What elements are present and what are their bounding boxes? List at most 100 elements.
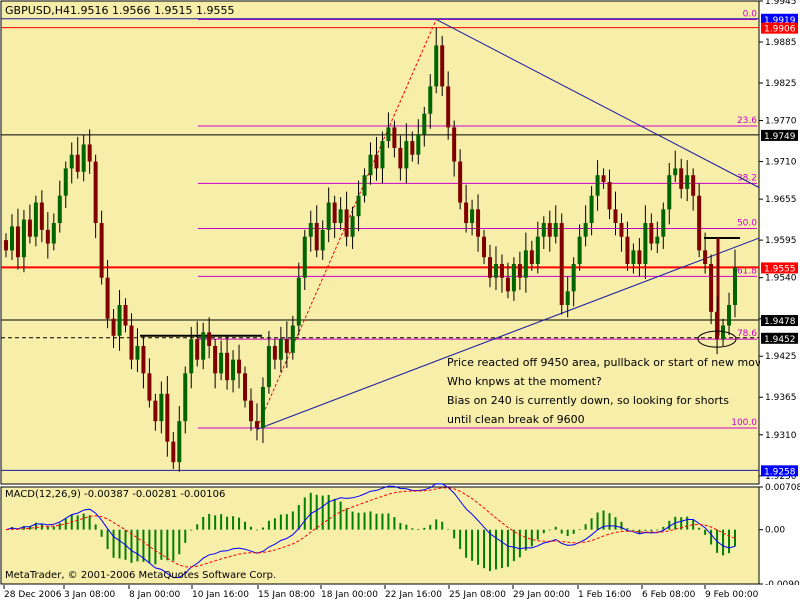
macd-panel-background [0,486,760,585]
candle-body [493,264,498,278]
price-tick-label: 1.9540 [765,274,797,284]
chart-title: GBPUSD,H4 [5,4,70,17]
candle-body [231,359,236,381]
candle-body [583,223,588,237]
candle-body [219,352,224,374]
candle-body [559,223,564,306]
candle-body [422,113,427,135]
time-tick-label: 1 Feb 16:00 [578,590,632,600]
annotation-text: Price reacted off 9450 area, pullback or… [447,356,768,426]
candle-body [81,144,86,172]
price-label-text: 1.9919 [764,16,796,26]
fib-level-label: 50.0 [737,218,757,228]
candle-body [577,236,582,265]
candle-body [523,250,528,278]
candle-body [272,346,277,360]
time-axis: 28 Dec 2006 3 Jan 08:00 8 Jan 00:00 10 Jan … [0,585,800,600]
candle-body [595,175,600,196]
ohlc-high: 1.9566 [112,4,151,17]
candle-body [39,202,44,230]
candle-body [368,154,373,176]
annotation-line: Price reacted off 9450 area, pullback or… [447,356,768,369]
price-label-box [761,262,798,274]
candle-body [9,226,14,251]
candle-body [308,223,313,237]
candle-body [673,168,678,176]
macd-series [5,483,736,579]
candle-body [482,236,487,258]
time-axis-background [0,585,800,600]
candle-body [380,141,385,169]
candle-body [709,264,714,312]
markers [697,330,737,348]
time-tick-label: 9 Feb 00:00 [705,590,759,600]
price-tick-label: 1.9310 [765,431,797,441]
candle-body [165,393,170,442]
candles [4,27,737,472]
candle-body [511,264,516,292]
candle-body [607,182,612,210]
candle-body [123,305,128,326]
ellipse-marker [697,330,737,348]
ohlc-close: 1.9555 [196,4,235,17]
candle-body [183,373,188,422]
candle-body [117,305,122,336]
candle-body [679,168,684,189]
candle-body [171,441,176,463]
price-label-box [761,13,798,25]
candle-body [697,195,702,251]
candle-body [302,236,307,278]
price-axis-background [760,0,800,486]
candle-body [386,127,391,142]
price-label-text: 1.9452 [764,335,796,345]
candle-body [685,175,690,189]
candle-body [75,154,80,172]
candle-body [296,277,301,326]
candle-body [129,325,134,360]
candle-body [266,346,271,387]
price-tick-label: 1.9365 [765,393,797,403]
fib-level-label: 23.6 [737,116,757,126]
candle-body [649,223,654,244]
candle-body [452,127,457,162]
candle-body [571,264,576,292]
price-tick-label: 1.9250 [765,472,797,482]
price-tick-label: 1.9770 [765,117,797,127]
macd-panel: MACD(12,26,9) -0.00387 -0.00281 -0.00106… [0,483,760,585]
ascending-trendline [256,237,760,430]
candle-body [21,219,26,258]
candle-body [314,223,319,251]
candle-body [721,325,726,340]
candle-body [446,86,451,128]
fib-level-label: 38.2 [737,173,757,183]
time-tick-label: 6 Feb 08:00 [642,590,696,600]
time-tick-label: 25 Jan 08:00 [449,590,506,600]
candle-body [141,346,146,374]
candle-body [201,332,206,360]
candle-body [499,264,504,278]
candle-body [57,195,62,224]
candle-body [33,202,38,237]
candle-body [159,393,164,422]
candle-body [691,175,696,196]
candle-body [703,250,708,265]
ohlc-low: 1.9515 [154,4,193,17]
price-label-box [761,465,798,477]
candle-body [105,277,110,319]
candle-body [476,209,481,237]
time-tick-label: 29 Jan 00:00 [513,590,570,600]
candle-body [488,257,493,278]
candle-body [374,154,379,169]
candle-body [63,168,68,196]
time-tick-label: 22 Jan 16:00 [385,590,442,600]
candle-body [27,219,32,237]
candle-body [667,175,672,210]
candle-body [278,339,283,360]
macd-tick-label: 0.00708 [765,483,800,493]
candle-body [601,175,606,183]
candle-body [392,127,397,148]
candle-body [470,209,475,224]
candle-body [440,45,445,87]
